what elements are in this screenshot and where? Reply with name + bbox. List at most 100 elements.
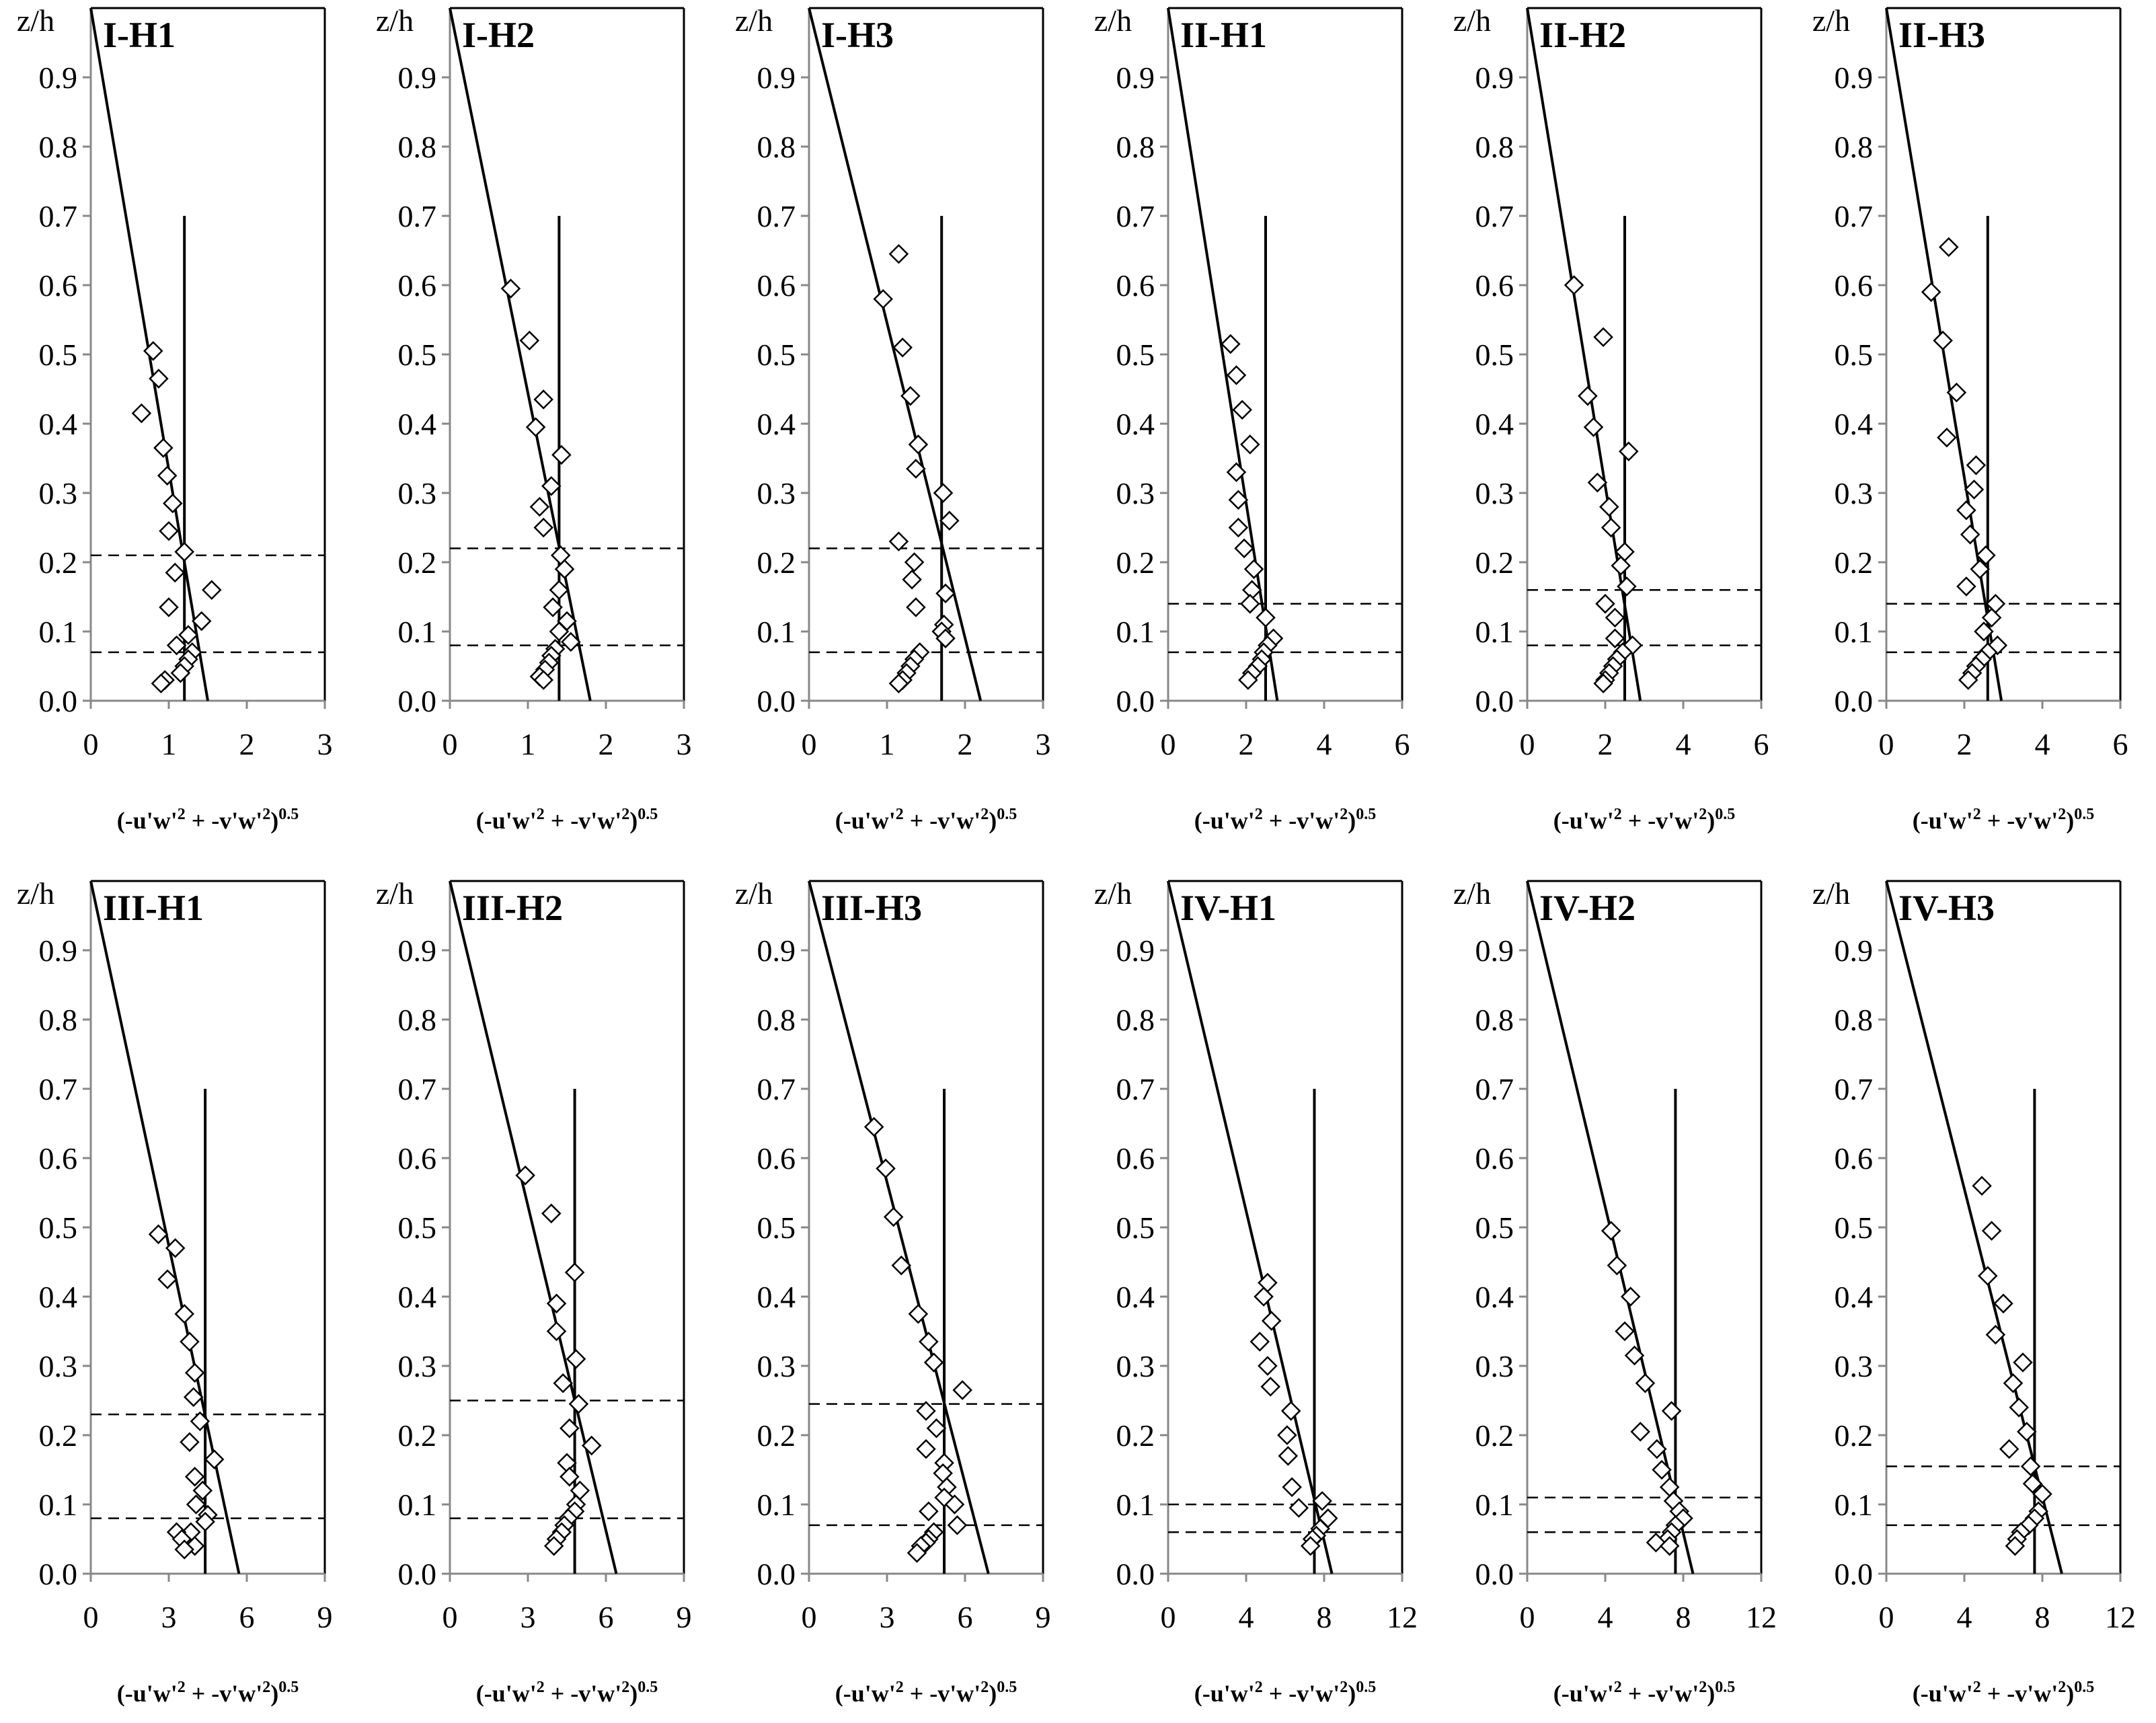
data-point-marker — [916, 1401, 936, 1421]
data-point-marker — [541, 475, 562, 496]
data-point-marker — [184, 1467, 205, 1487]
panel-title: II-H3 — [1898, 15, 1985, 55]
x-axis-label: (-u'w'2 + -v'w'2)0.5 — [1913, 1679, 2095, 1707]
data-point-marker — [1593, 673, 1613, 694]
data-point-marker — [1993, 1293, 2013, 1314]
y-tick-label: 0.2 — [398, 545, 437, 580]
data-point-marker — [1661, 1401, 1682, 1421]
panel-i-h3: 0.0 0.1 0.2 0.3 0.4 0.5 0.6 0.7 0.8 0.9 0 1 2 3 z/h (-u… — [735, 3, 1051, 834]
data-point-marker — [883, 1207, 904, 1227]
y-tick-label: 0.4 — [39, 1280, 78, 1314]
data-point-marker — [1260, 1377, 1281, 1397]
data-point-marker — [891, 1255, 912, 1276]
data-point-marker — [1635, 1373, 1656, 1393]
data-point-marker — [1282, 1477, 1302, 1498]
y-tick-label: 0.8 — [398, 130, 437, 164]
data-point-marker — [183, 1387, 204, 1408]
data-point-marker — [2009, 1397, 2029, 1418]
y-tick-label: 0.2 — [398, 1418, 437, 1453]
data-point-marker — [906, 597, 926, 617]
data-point-marker — [1630, 1422, 1650, 1442]
y-axis-label: z/h — [735, 3, 773, 38]
data-point-marker — [566, 1348, 586, 1369]
data-point-marker — [888, 531, 909, 551]
y-tick-label: 0.7 — [1116, 199, 1155, 233]
y-tick-label: 0.5 — [398, 1211, 437, 1245]
y-tick-label: 0.4 — [1116, 407, 1155, 441]
y-tick-label: 0.7 — [1835, 199, 1874, 233]
x-tick-label: 4 — [1598, 1600, 1613, 1634]
x-tick-label: 3 — [880, 1600, 895, 1634]
y-tick-label: 0.8 — [1835, 130, 1874, 164]
data-point-marker — [1256, 607, 1276, 628]
data-point-marker — [935, 628, 956, 649]
x-tick-label: 0 — [802, 727, 817, 761]
y-tick-label: 0.5 — [1475, 338, 1514, 372]
y-tick-label: 0.0 — [1475, 1557, 1514, 1591]
y-tick-label: 0.0 — [39, 684, 78, 718]
y-tick-label: 0.4 — [1835, 1280, 1874, 1314]
data-point-marker — [174, 1539, 194, 1560]
data-point-marker — [2003, 1373, 2024, 1393]
y-tick-label: 0.0 — [39, 1557, 78, 1591]
y-tick-label: 0.9 — [1835, 933, 1874, 968]
y-tick-label: 0.1 — [1475, 1488, 1514, 1522]
data-point-marker — [1620, 1287, 1641, 1307]
data-point-marker — [1966, 455, 1987, 475]
panel-ii-h2: 0.0 0.1 0.2 0.3 0.4 0.5 0.6 0.7 0.8 0.9 0 2 4 6 z/h (-u… — [1453, 3, 1769, 834]
data-point-marker — [166, 635, 187, 656]
data-point-marker — [863, 1116, 884, 1137]
y-tick-label: 0.7 — [1835, 1072, 1874, 1106]
y-tick-label: 0.1 — [1835, 1488, 1874, 1522]
x-tick-label: 1 — [521, 727, 536, 761]
y-tick-label: 0.9 — [1835, 61, 1874, 95]
data-point-marker — [549, 621, 570, 642]
data-point-marker — [1254, 1287, 1274, 1307]
data-point-marker — [149, 369, 169, 389]
y-tick-label: 0.2 — [1475, 545, 1514, 580]
y-tick-label: 0.8 — [1116, 1003, 1155, 1037]
y-tick-label: 0.8 — [757, 1003, 796, 1037]
x-tick-label: 0 — [442, 727, 458, 761]
y-tick-label: 0.4 — [39, 407, 78, 441]
data-point-marker — [919, 1501, 939, 1522]
y-tick-label: 0.4 — [757, 1280, 796, 1314]
data-point-marker — [933, 483, 954, 503]
x-tick-label: 0 — [83, 1600, 99, 1634]
y-tick-label: 0.5 — [39, 338, 78, 372]
y-tick-label: 0.2 — [39, 545, 78, 580]
x-axis-label: (-u'w'2 + -v'w'2)0.5 — [835, 806, 1017, 834]
data-point-marker — [153, 438, 174, 458]
y-tick-label: 0.6 — [39, 268, 78, 303]
y-tick-label: 0.6 — [1835, 1141, 1874, 1176]
panel-iv-h2: 0.0 0.1 0.2 0.3 0.4 0.5 0.6 0.7 0.8 0.9 0 4 8 12 z/h (-… — [1453, 876, 1777, 1707]
panel-i-h1: 0.0 0.1 0.2 0.3 0.4 0.5 0.6 0.7 0.8 0.9 0 1 2 3 z/h (-u… — [17, 3, 333, 834]
x-tick-label: 9 — [677, 1600, 692, 1634]
data-point-marker — [525, 417, 546, 437]
y-tick-label: 0.1 — [398, 1488, 437, 1522]
y-tick-label: 0.9 — [1475, 61, 1514, 95]
y-tick-label: 0.9 — [757, 933, 796, 968]
data-point-marker — [900, 386, 921, 406]
data-point-marker — [533, 389, 553, 410]
y-tick-label: 0.0 — [757, 684, 796, 718]
panel-i-h2: 0.0 0.1 0.2 0.3 0.4 0.5 0.6 0.7 0.8 0.9 0 1 2 3 z/h (-u… — [376, 3, 692, 834]
y-tick-label: 0.6 — [398, 268, 437, 303]
y-tick-label: 0.3 — [398, 1349, 437, 1383]
y-axis-label: z/h — [376, 3, 414, 38]
panel-title: I-H3 — [821, 15, 894, 55]
y-tick-label: 0.5 — [757, 1211, 796, 1245]
data-point-marker — [202, 580, 222, 600]
y-tick-label: 0.7 — [1116, 1072, 1155, 1106]
y-tick-label: 0.1 — [757, 615, 796, 649]
data-point-marker — [543, 1536, 564, 1556]
x-axis-label: (-u'w'2 + -v'w'2)0.5 — [476, 806, 658, 834]
panel-iii-h2: 0.0 0.1 0.2 0.3 0.4 0.5 0.6 0.7 0.8 0.9 0 3 6 9 z/h (-u… — [376, 876, 692, 1707]
data-point-marker — [1601, 517, 1621, 538]
x-tick-label: 2 — [958, 727, 973, 761]
x-tick-label: 0 — [802, 1600, 817, 1634]
data-point-marker — [1921, 282, 1941, 303]
data-point-marker — [163, 493, 183, 514]
data-point-marker — [529, 496, 550, 517]
